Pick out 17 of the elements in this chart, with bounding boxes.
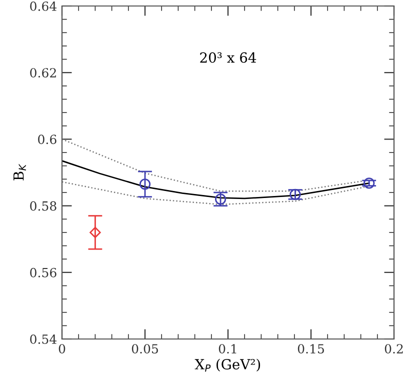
x-tick-label: 0 [58, 344, 66, 354]
x-axis-title: X$_{P}$ (GeV²) [194, 358, 260, 372]
point [139, 178, 151, 190]
y-tick-label: 0.56 [30, 268, 56, 278]
x-tick-label: 0.15 [298, 344, 324, 354]
y-tick-label: 0.58 [30, 201, 56, 211]
y-tick-label: 0.62 [30, 68, 56, 78]
point [90, 226, 101, 238]
x-tick-label: 0.05 [132, 344, 158, 354]
annotation: 20³ x 64 [200, 52, 256, 63]
x-tick-label: 0.1 [218, 344, 236, 354]
y-tick-label: 0.54 [30, 334, 57, 344]
point [364, 178, 375, 189]
y-tick-label: 0.64 [30, 1, 57, 11]
x-tick-label: 0.2 [384, 344, 403, 354]
y-tick-label: 0.6 [38, 134, 56, 144]
y-axis-title: B$_{K}$ [14, 164, 26, 180]
